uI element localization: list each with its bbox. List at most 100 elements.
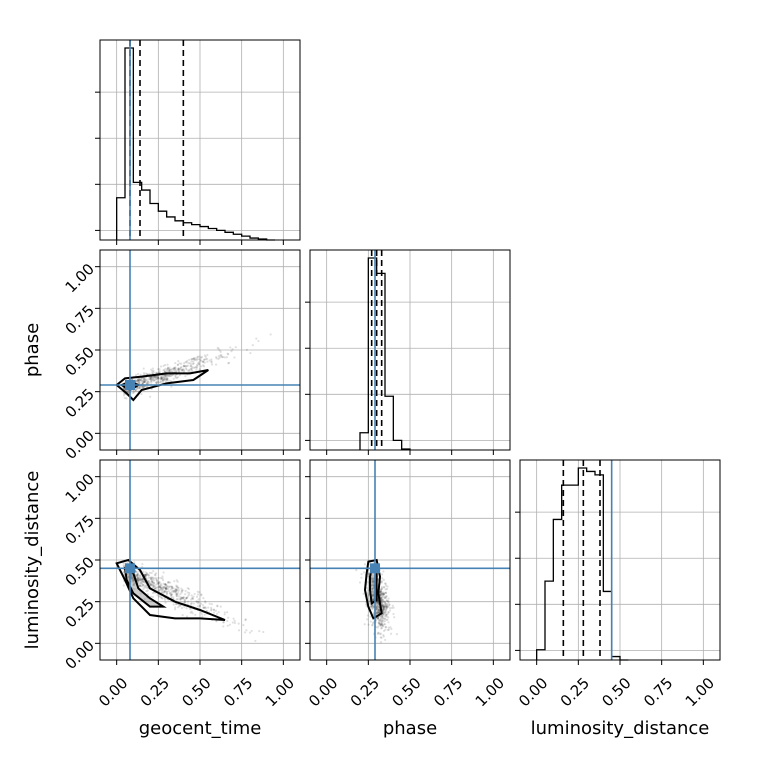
sample-point xyxy=(144,379,147,382)
x-tick-label: 0.25 xyxy=(347,674,383,710)
sample-point xyxy=(155,583,158,586)
sample-point xyxy=(196,600,200,603)
sample-point xyxy=(149,577,152,581)
sample-point xyxy=(379,624,383,628)
sample-point xyxy=(382,612,385,615)
sample-point xyxy=(371,607,374,611)
sample-point xyxy=(139,386,142,389)
sample-point xyxy=(197,598,200,601)
sample-point xyxy=(151,576,154,579)
sample-point xyxy=(372,597,375,600)
sample-point xyxy=(385,606,388,610)
sample-point xyxy=(197,363,200,366)
sample-point xyxy=(170,587,174,590)
sample-point xyxy=(189,365,192,368)
sample-point xyxy=(186,364,189,367)
sample-point xyxy=(212,611,216,614)
sample-point xyxy=(126,561,129,564)
sample-point xyxy=(158,580,161,584)
sample-point xyxy=(378,619,382,622)
sample-point xyxy=(382,578,385,581)
sample-point xyxy=(195,366,198,369)
sample-point xyxy=(148,571,151,574)
x-tick-label: 0.00 xyxy=(305,674,341,710)
sample-point xyxy=(180,366,183,369)
sample-point xyxy=(143,378,146,381)
sample-point xyxy=(146,589,149,592)
sample-point xyxy=(201,604,205,607)
sample-point xyxy=(376,610,380,613)
sample-point xyxy=(132,579,136,582)
sample-point xyxy=(387,611,390,614)
sample-point xyxy=(371,579,375,582)
sample-point xyxy=(376,616,380,619)
sample-point xyxy=(214,363,218,366)
sample-point xyxy=(132,583,136,586)
sample-point xyxy=(382,604,385,607)
sample-point xyxy=(379,593,382,596)
sample-point xyxy=(150,576,153,579)
sample-point xyxy=(371,603,374,606)
sample-point xyxy=(150,377,153,380)
sample-point xyxy=(161,378,164,381)
sample-point xyxy=(355,568,358,572)
x-tick-label: 1.00 xyxy=(682,674,718,710)
sample-point xyxy=(180,606,184,610)
sample-point xyxy=(145,573,148,576)
sample-point xyxy=(378,608,381,611)
sample-point xyxy=(181,589,184,592)
sample-point xyxy=(142,386,145,389)
sample-point xyxy=(180,587,183,590)
sample-point xyxy=(202,365,206,368)
sample-point xyxy=(130,573,133,576)
sample-point xyxy=(176,363,179,367)
sample-point xyxy=(202,606,205,609)
sample-point xyxy=(196,602,200,605)
y-axis-label-luminosity_distance: luminosity_distance xyxy=(22,471,43,650)
sample-point xyxy=(159,582,162,585)
sample-point xyxy=(387,621,390,624)
y-tick-label: 0.00 xyxy=(62,427,98,463)
sample-point xyxy=(138,387,141,390)
sample-point xyxy=(138,379,142,382)
sample-point xyxy=(170,385,173,388)
sample-point xyxy=(379,632,383,635)
sample-point xyxy=(384,628,387,631)
sample-point xyxy=(382,601,385,604)
sample-point xyxy=(122,562,125,565)
sample-point xyxy=(382,608,385,611)
sample-point xyxy=(199,359,203,362)
sample-point xyxy=(371,605,374,608)
sample-point xyxy=(151,378,154,381)
sample-point xyxy=(262,630,265,634)
sample-point xyxy=(370,605,373,608)
sample-point xyxy=(208,602,211,605)
sample-point xyxy=(381,601,384,604)
sample-point xyxy=(154,587,157,590)
sample-point xyxy=(166,580,170,584)
sample-point xyxy=(198,368,202,371)
sample-point xyxy=(372,605,375,608)
sample-point xyxy=(195,600,198,603)
sample-point xyxy=(198,604,201,608)
sample-point xyxy=(169,588,172,591)
sample-point xyxy=(149,576,152,579)
sample-point xyxy=(156,594,159,597)
sample-point xyxy=(150,584,153,587)
sample-point xyxy=(150,577,153,581)
sample-point xyxy=(191,612,194,615)
sample-point xyxy=(155,381,158,384)
sample-point xyxy=(143,380,147,383)
sample-point xyxy=(153,378,157,382)
sample-point xyxy=(196,363,199,367)
sample-point xyxy=(136,575,140,579)
sample-point xyxy=(180,590,183,593)
sample-point xyxy=(380,581,383,584)
sample-point xyxy=(379,623,382,626)
sample-point xyxy=(141,583,145,587)
sample-point xyxy=(186,591,189,594)
sample-point xyxy=(134,390,137,393)
sample-point xyxy=(139,592,142,595)
sample-point xyxy=(177,587,180,590)
sample-point xyxy=(175,593,178,596)
